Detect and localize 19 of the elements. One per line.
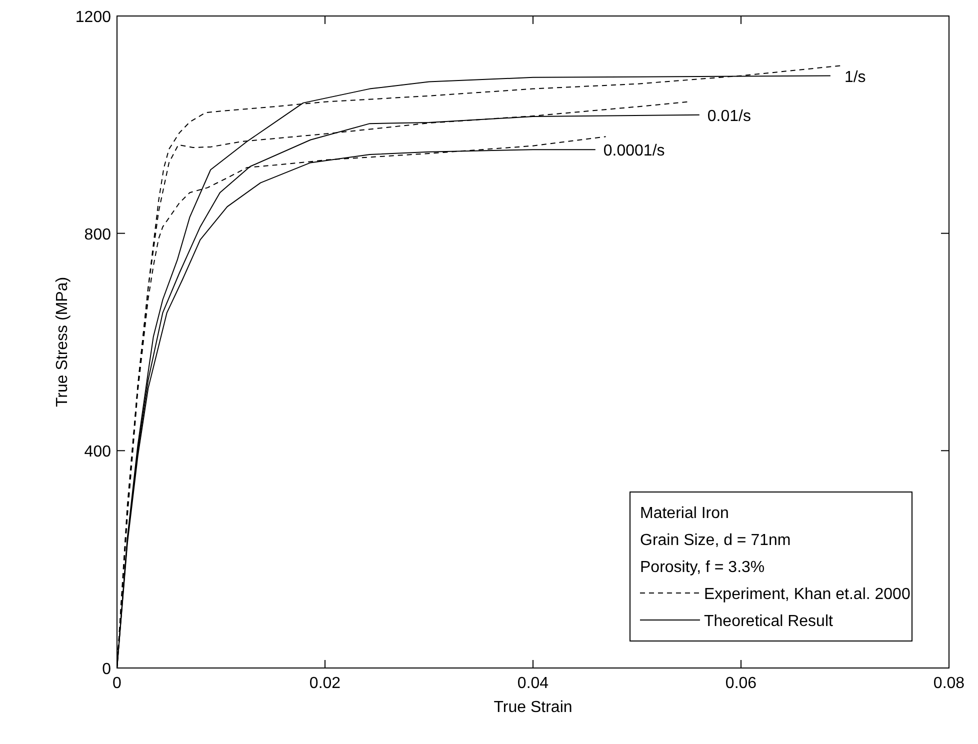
x-tick-label: 0.02 xyxy=(309,675,341,692)
legend-label: Theoretical Result xyxy=(704,613,834,630)
legend-label: Experiment, Khan et.al. 2000 xyxy=(704,586,910,603)
y-axis-title: True Stress (MPa) xyxy=(54,276,71,408)
y-tick-label: 800 xyxy=(84,226,112,244)
annotation: Material Iron xyxy=(640,505,729,522)
x-axis-title: True Strain xyxy=(494,699,572,716)
x-tick-label: 0 xyxy=(112,675,122,692)
x-tick-label: 0.08 xyxy=(933,675,965,692)
y-tick-label: 0 xyxy=(102,661,112,678)
annotation: 0.0001/s xyxy=(603,142,665,160)
annotation: Grain Size, d = 71nm xyxy=(640,532,791,549)
annotation: 1/s xyxy=(844,68,866,86)
annotation: 0.01/s xyxy=(707,108,751,125)
x-tick-label: 0.04 xyxy=(517,675,549,692)
x-tick-label: 0.06 xyxy=(725,675,757,692)
y-tick-label: 1200 xyxy=(75,9,112,26)
annotation: Porosity, f = 3.3% xyxy=(640,559,765,576)
y-tick-label: 400 xyxy=(84,444,112,461)
